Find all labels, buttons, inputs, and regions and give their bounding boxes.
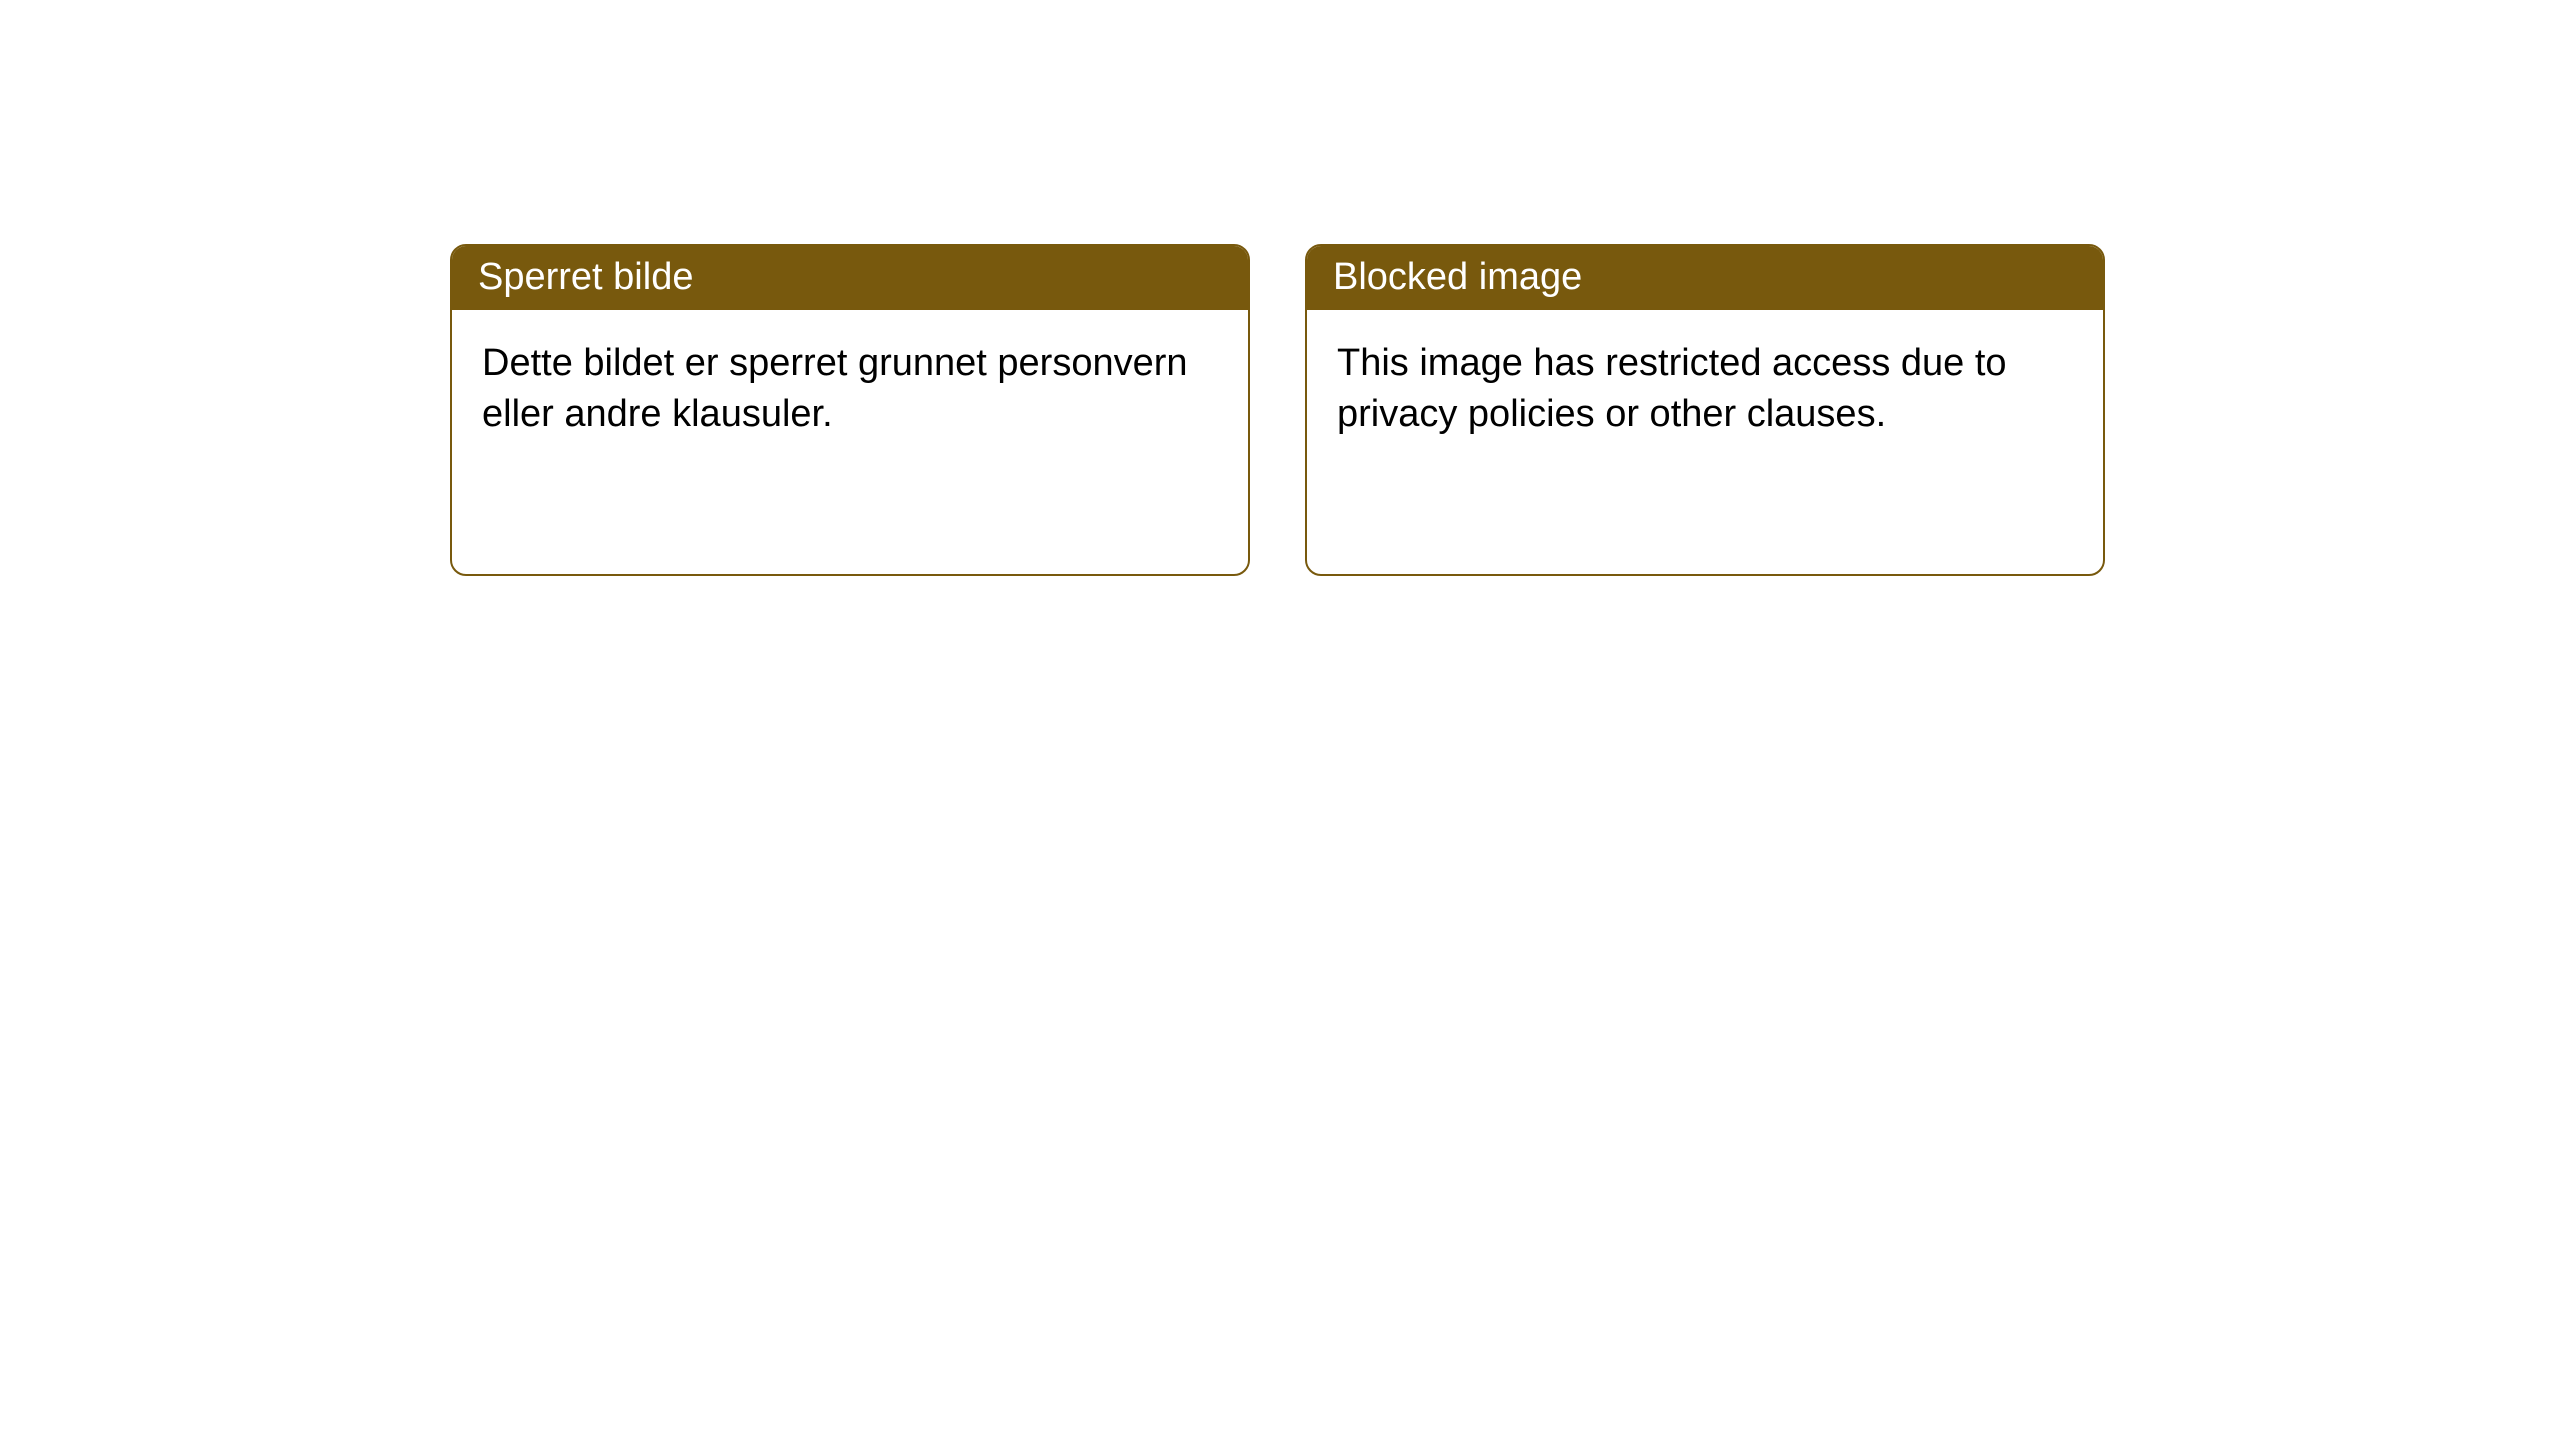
- notice-card-left: Sperret bilde Dette bildet er sperret gr…: [450, 244, 1250, 576]
- notice-card-right-body: This image has restricted access due to …: [1307, 310, 2103, 469]
- notice-card-right-header: Blocked image: [1307, 246, 2103, 310]
- notice-card-left-header: Sperret bilde: [452, 246, 1248, 310]
- notice-card-left-body: Dette bildet er sperret grunnet personve…: [452, 310, 1248, 469]
- notice-card-right: Blocked image This image has restricted …: [1305, 244, 2105, 576]
- notice-container: Sperret bilde Dette bildet er sperret gr…: [450, 244, 2105, 576]
